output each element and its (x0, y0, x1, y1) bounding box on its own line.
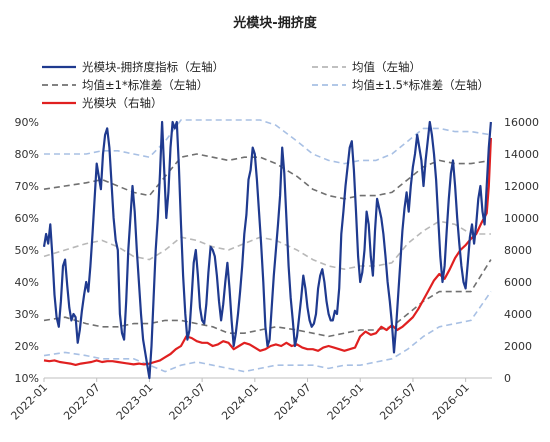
left-tick-label: 70% (15, 180, 39, 193)
left-tick-label: 40% (15, 276, 39, 289)
left-tick-label: 10% (15, 372, 39, 385)
left-tick-label: 60% (15, 212, 39, 225)
x-tick-label: 2025-07 (377, 381, 419, 423)
left-tick-label: 50% (15, 244, 39, 257)
left-tick-label: 90% (15, 116, 39, 129)
series-line-0 (42, 120, 492, 380)
x-axis: 2022-01 2022-07 2023-01 2023-07 2024-01 2024-… (8, 377, 492, 423)
x-tick-label: 2024-01 (219, 381, 261, 423)
series-line-2 (43, 153, 492, 200)
legend-label: 光模块（右轴） (82, 96, 163, 110)
right-axis: 0 2000 4000 6000 8000 10000 12000 14000 16000 (504, 116, 539, 385)
right-tick-label: 14000 (504, 148, 539, 161)
right-tick-label: 4000 (504, 308, 532, 321)
series-group (42, 119, 492, 380)
x-tick-label: 2026-01 (430, 381, 472, 423)
legend-label: 均值（左轴） (352, 60, 421, 74)
legend-label: 光模块-拥挤度指标（左轴） (82, 60, 224, 74)
left-axis: 10% 20% 30% 40% 50% 60% 70% 80% 90% (15, 116, 39, 385)
x-tick-label: 2022-01 (8, 381, 50, 423)
series-line-1 (43, 220, 491, 271)
legend-label: 均值±1.5*标准差（左轴） (352, 78, 489, 92)
right-tick-label: 0 (504, 372, 511, 385)
right-tick-label: 2000 (504, 340, 532, 353)
chart-title: 光模块-拥挤度 (232, 15, 317, 31)
legend-label: 均值±1*标准差（左轴） (82, 78, 208, 92)
legend: 光模块-拥挤度指标（左轴） 均值（左轴） 均值±1*标准差（左轴） 均值±1.5*标准… (42, 60, 489, 110)
right-tick-label: 8000 (504, 244, 532, 257)
series-line-4 (44, 119, 492, 165)
x-tick-label: 2024-07 (272, 381, 314, 423)
left-tick-label: 30% (15, 308, 39, 321)
right-tick-label: 16000 (504, 116, 539, 129)
x-tick-label: 2023-07 (167, 381, 209, 423)
right-tick-label: 12000 (504, 180, 539, 193)
left-tick-label: 20% (15, 340, 39, 353)
left-tick-label: 80% (15, 148, 39, 161)
x-tick-label: 2023-01 (114, 381, 156, 423)
series-line-6 (43, 137, 492, 366)
x-tick-label: 2022-07 (61, 381, 103, 423)
right-tick-label: 10000 (504, 212, 539, 225)
series-line-5 (43, 291, 492, 373)
x-tick-label: 2025-01 (325, 381, 367, 423)
right-tick-label: 6000 (504, 276, 532, 289)
